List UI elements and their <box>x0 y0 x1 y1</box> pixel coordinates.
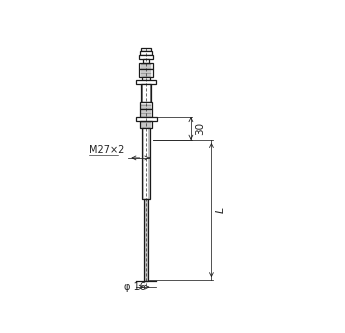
Bar <box>136 117 157 121</box>
Bar <box>144 199 148 281</box>
Text: L: L <box>216 207 226 213</box>
Bar <box>139 55 153 59</box>
Bar <box>142 77 150 80</box>
Text: M27×2: M27×2 <box>89 145 124 155</box>
Bar <box>140 121 152 128</box>
Text: φ 16: φ 16 <box>124 282 146 292</box>
Bar <box>143 59 149 63</box>
Bar <box>142 128 150 199</box>
Bar <box>136 80 156 84</box>
Bar <box>140 109 152 117</box>
Bar <box>139 63 153 70</box>
Bar <box>140 52 152 55</box>
Bar <box>139 70 153 77</box>
Text: 30: 30 <box>196 122 206 135</box>
Bar <box>141 48 151 52</box>
Bar <box>140 102 152 109</box>
Bar <box>141 84 151 102</box>
